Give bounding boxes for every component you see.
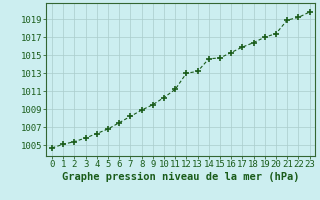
X-axis label: Graphe pression niveau de la mer (hPa): Graphe pression niveau de la mer (hPa): [62, 172, 300, 182]
